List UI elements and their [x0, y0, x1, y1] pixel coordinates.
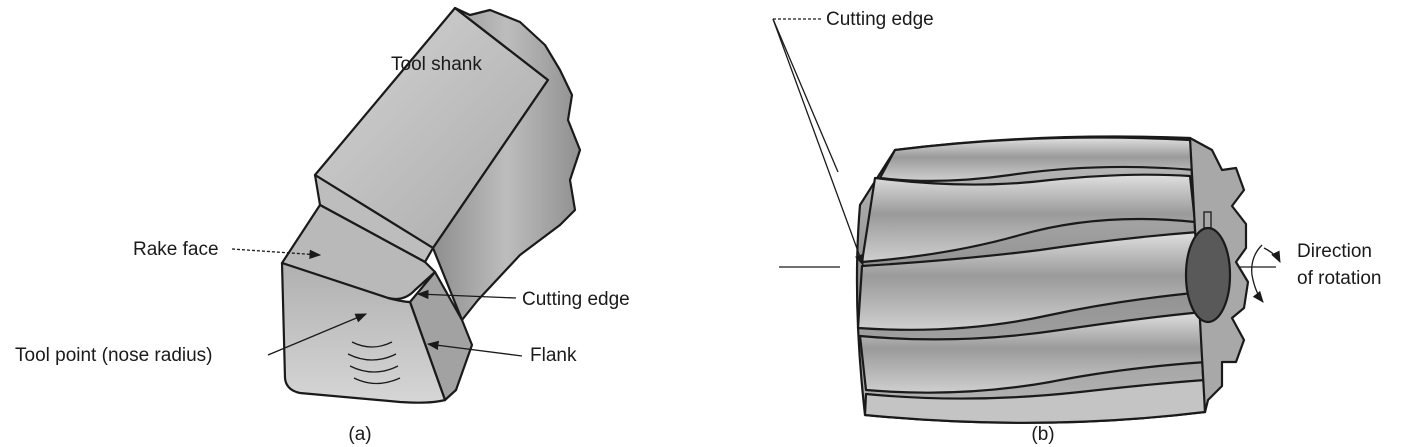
cutter-flute-5 — [863, 378, 1207, 424]
label-flank: Flank — [530, 345, 577, 366]
caption-b: (b) — [1031, 424, 1054, 445]
caption-a: (a) — [348, 424, 371, 445]
label-cutting-edge-b: Cutting edge — [826, 9, 934, 30]
tool-shank-side-face — [431, 6, 582, 322]
leader-cutting-edge-a — [416, 289, 517, 300]
panel-a-drawing — [280, 6, 582, 404]
rotation-arrow — [1240, 244, 1281, 303]
leader-flank — [426, 340, 523, 357]
cutter-bore — [1184, 226, 1232, 324]
panel-b-drawing — [855, 135, 1250, 424]
leader-cutting-edge-b-2 — [772, 18, 839, 173]
leader-tool-point — [267, 313, 368, 356]
cutter-flute-1 — [878, 136, 1197, 182]
cutter-keyway — [1203, 211, 1212, 229]
label-tool-point: Tool point (nose radius) — [15, 345, 213, 366]
leader-cutting-edge-b-1 — [772, 18, 864, 267]
tool-end-face — [280, 261, 447, 404]
nose-radius-arcs — [347, 341, 401, 385]
label-cutting-edge-a: Cutting edge — [522, 289, 630, 310]
label-direction-line1: Direction — [1297, 241, 1372, 262]
label-rake-face: Rake face — [133, 239, 219, 260]
label-tool-shank: Tool shank — [391, 54, 482, 75]
label-direction-line2: of rotation — [1297, 268, 1382, 289]
